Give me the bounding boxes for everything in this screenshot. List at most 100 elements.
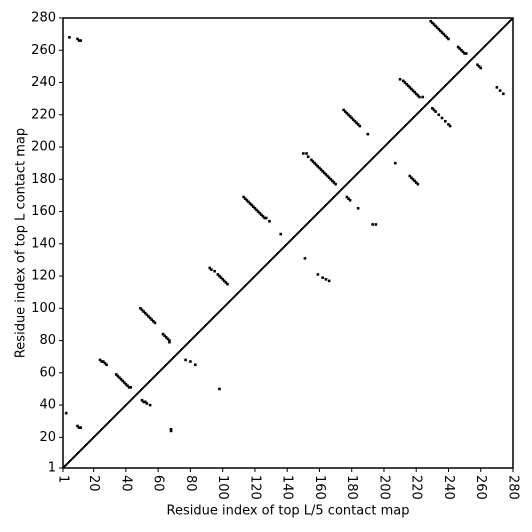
y-tick-label: 180	[31, 172, 56, 187]
contact-point	[268, 219, 271, 223]
contact-point	[431, 21, 434, 25]
contact-point	[443, 34, 447, 38]
y-axis-title: Residue index of top L contact map	[14, 128, 29, 358]
contact-point	[414, 181, 418, 184]
contact-point	[253, 207, 257, 210]
contact-point	[168, 340, 171, 344]
contact-point	[76, 37, 79, 41]
contact-point	[447, 123, 450, 126]
x-tick-label: 60	[151, 475, 166, 492]
contact-point	[393, 161, 397, 165]
contact-point	[319, 168, 323, 171]
contact-point	[460, 48, 463, 52]
contact-point	[464, 52, 468, 55]
contact-point	[143, 311, 147, 315]
y-tick-label: 80	[39, 333, 56, 348]
contact-point	[352, 118, 355, 121]
contact-point	[448, 124, 452, 128]
contact-point	[77, 39, 81, 42]
y-tick-label: 40	[39, 398, 56, 413]
contact-point	[477, 65, 481, 68]
contact-point	[416, 94, 420, 97]
contact-point	[479, 66, 483, 70]
x-tick-label: 40	[118, 475, 133, 492]
contact-point	[105, 363, 108, 367]
x-tick-label: 140	[280, 475, 295, 500]
contact-point	[435, 26, 439, 29]
contact-point	[189, 360, 192, 363]
contact-point	[408, 174, 412, 178]
plot-frame	[62, 17, 514, 469]
contact-point	[350, 116, 354, 120]
contact-point	[140, 308, 144, 312]
y-tick-label: 1	[48, 461, 56, 476]
y-tick-label: 100	[31, 301, 56, 316]
contact-point	[434, 110, 437, 113]
contact-point	[405, 82, 408, 86]
contact-point	[250, 203, 254, 207]
contact-point	[356, 207, 360, 210]
contact-point	[279, 232, 283, 236]
contact-point	[153, 321, 157, 325]
contact-point	[213, 269, 216, 273]
x-tick-label: 240	[441, 475, 456, 500]
contact-point	[418, 95, 421, 99]
contact-point	[443, 119, 447, 123]
contact-point	[252, 205, 255, 209]
x-tick-label: 160	[312, 475, 327, 500]
y-tick-label: 60	[39, 365, 56, 380]
contact-point	[461, 50, 465, 54]
contact-point	[324, 277, 328, 281]
contact-point	[329, 177, 333, 181]
contact-point	[76, 424, 79, 428]
contact-point	[302, 152, 305, 155]
contact-point	[310, 158, 313, 162]
contact-point	[356, 123, 360, 126]
x-axis-title: Residue index of top L/5 contact map	[167, 504, 410, 519]
contact-point	[142, 310, 145, 313]
contact-point	[161, 332, 165, 336]
contact-point	[345, 111, 349, 115]
contact-point	[114, 373, 118, 376]
contact-point	[321, 169, 324, 173]
contact-point	[248, 202, 252, 205]
contact-point	[169, 429, 173, 433]
contact-point	[260, 213, 263, 217]
contact-point	[358, 124, 362, 128]
contact-point	[495, 86, 499, 89]
contact-point	[306, 155, 310, 159]
contact-point	[193, 363, 197, 367]
contact-point	[353, 119, 357, 123]
contact-point	[218, 387, 221, 391]
contact-point	[410, 176, 413, 179]
contact-point	[316, 165, 320, 168]
contact-point	[327, 176, 331, 179]
y-tick-label: 240	[31, 75, 56, 90]
contact-point	[64, 411, 68, 415]
y-tick-label: 160	[31, 204, 56, 219]
contact-point	[242, 195, 245, 199]
contact-point	[421, 95, 424, 99]
contact-point	[322, 171, 326, 175]
contact-point	[498, 89, 502, 92]
contact-point	[324, 173, 328, 176]
contact-point	[150, 318, 154, 321]
x-tick-label: 120	[247, 475, 262, 500]
y-tick-label: 20	[39, 430, 56, 445]
contact-point	[458, 47, 462, 50]
contact-point	[406, 84, 410, 88]
contact-point	[103, 361, 107, 365]
contact-point	[318, 166, 321, 170]
contact-point	[402, 79, 405, 83]
contact-point	[126, 384, 129, 388]
contact-point	[148, 403, 152, 407]
contact-point	[416, 182, 420, 186]
contact-point	[163, 334, 166, 338]
x-tick-label: 180	[344, 475, 359, 500]
contact-point	[314, 163, 318, 167]
contact-point	[124, 382, 128, 386]
contact-point	[261, 215, 265, 218]
contact-point	[127, 386, 131, 389]
contact-point	[168, 339, 171, 342]
contact-point	[222, 279, 226, 283]
